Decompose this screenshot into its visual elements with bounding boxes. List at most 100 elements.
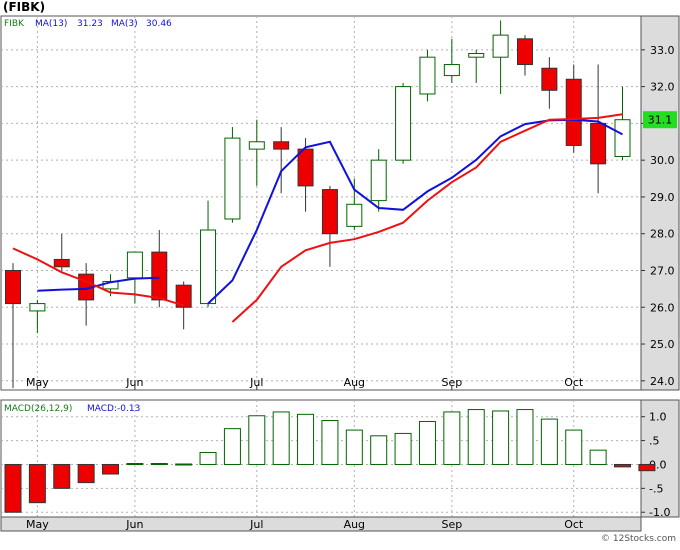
candle-body [370, 159, 387, 202]
macd-x-axis: May Jun Jul Aug Sep Oct [26, 518, 584, 531]
candle-body [395, 86, 412, 161]
candle-body [224, 137, 241, 220]
candle-body [516, 38, 533, 66]
candle-body [273, 141, 290, 150]
legend-ma3-label: MA(3) [111, 19, 138, 29]
price-gridlines [1, 16, 641, 390]
macd-bar [126, 463, 144, 466]
legend-ma3-value: 30.46 [146, 19, 172, 29]
macd-bar [638, 463, 656, 472]
candle-body [492, 34, 509, 58]
candle-body [565, 78, 582, 146]
candle-body [29, 303, 46, 312]
macd-bar [418, 420, 436, 465]
candle-body [151, 251, 168, 301]
candle-body [419, 56, 436, 95]
price-tick-label: 29.0 [650, 191, 675, 204]
macd-tick-label: -.5 [649, 482, 663, 495]
macd-panel [0, 399, 642, 518]
legend-symbol: FIBK [4, 19, 25, 29]
candle-body [53, 258, 70, 268]
macd-bar [394, 432, 412, 465]
price-tick-label: 30.0 [650, 154, 675, 167]
candle-body [443, 64, 460, 77]
macd-tick-label: -1.0 [649, 506, 670, 519]
candle-body [614, 119, 631, 157]
macd-legend-label: MACD(26,12,9) [4, 404, 72, 414]
macd-bar [492, 410, 510, 465]
macd-tick-label: .5 [649, 435, 660, 448]
macd-bar [150, 463, 168, 466]
macd-month-label: Jun [125, 518, 143, 531]
macd-x-axis-strip [0, 516, 642, 532]
price-month-label: Aug [344, 376, 365, 389]
candle-body [248, 141, 265, 150]
macd-bar [77, 463, 95, 484]
macd-tick-label: 1.0 [649, 411, 667, 424]
macd-bar [540, 418, 558, 465]
macd-bars [4, 409, 656, 513]
macd-month-label: Aug [344, 518, 365, 531]
legend-ma13-value: 31.23 [77, 19, 103, 29]
candle-body [590, 122, 607, 165]
macd-bar [516, 409, 534, 465]
candle-body [297, 148, 314, 187]
price-month-label: Jul [249, 376, 263, 389]
last-price-tag: 31.1 [643, 111, 677, 129]
price-tick-label: 33.0 [650, 44, 675, 57]
price-month-label: Oct [564, 376, 584, 389]
candle-body [468, 53, 485, 58]
price-tick-label: 32.0 [650, 81, 675, 94]
candles [5, 20, 631, 389]
price-tick-label: 24.0 [650, 375, 675, 388]
macd-bar [272, 411, 290, 465]
macd-bar [467, 409, 485, 465]
macd-bar [223, 428, 241, 465]
price-tick-label: 27.0 [650, 264, 675, 277]
legend-ma13-label: MA(13) [35, 19, 67, 29]
ma3-line [12, 113, 623, 323]
price-tick-label: 28.0 [650, 228, 675, 241]
price-month-label: Sep [441, 376, 462, 389]
candle-body [126, 251, 143, 279]
price-month-label: Jun [125, 376, 143, 389]
macd-month-label: Oct [564, 518, 584, 531]
macd-bar [565, 429, 583, 465]
macd-bar [199, 452, 217, 465]
price-y-axis: 24.025.026.027.028.029.030.031.032.033.0 [641, 44, 675, 388]
macd-bar [53, 463, 71, 489]
macd-bar [614, 463, 631, 468]
macd-bar [443, 411, 461, 465]
macd-month-label: Jul [249, 518, 263, 531]
macd-axis-strip [640, 399, 680, 518]
watermark: © 12Stocks.com [601, 534, 676, 544]
macd-bar [4, 463, 22, 513]
ma-legend: FIBK MA(13) 31.23 MA(3) 30.46 [4, 19, 172, 29]
last-price-tag-bg [643, 111, 677, 129]
macd-month-label: May [26, 518, 49, 531]
price-panel [0, 15, 642, 391]
ticker-title: (FIBK) [3, 0, 45, 14]
candle-body [346, 203, 363, 227]
candle-body [541, 67, 558, 91]
candle-body [200, 229, 217, 305]
macd-bar [175, 463, 193, 466]
macd-legend: MACD(26,12,9) MACD:-0.13 [4, 404, 140, 414]
macd-month-label: Sep [441, 518, 462, 531]
macd-bar [297, 413, 315, 465]
candle-body [5, 269, 21, 305]
macd-bar [248, 415, 266, 465]
price-x-axis: May Jun Jul Aug Sep Oct [26, 376, 584, 390]
macd-bar [345, 429, 363, 465]
candle-body [175, 284, 192, 308]
price-tick-label: 25.0 [650, 338, 675, 351]
macd-legend-value: MACD:-0.13 [87, 404, 140, 414]
macd-bar [102, 463, 120, 475]
last-price-tag-text: 31.1 [648, 114, 673, 127]
macd-bar [370, 435, 388, 465]
price-tick-label: 26.0 [650, 301, 675, 314]
candle-body [321, 189, 338, 235]
macd-bar [28, 463, 46, 504]
